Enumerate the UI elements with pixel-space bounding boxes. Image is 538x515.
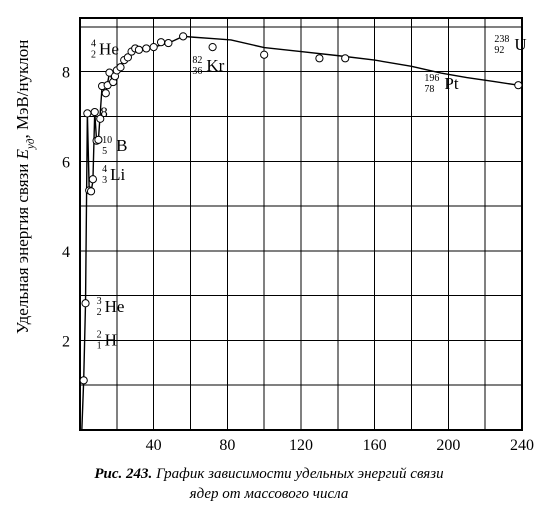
binding-energy-chart: 40801201602002402468Массовое числоУдельн… (0, 0, 538, 460)
svg-text:160: 160 (363, 437, 387, 454)
svg-text:43Li: 43Li (102, 164, 125, 186)
svg-text:Массовое число: Массовое число (303, 457, 420, 460)
svg-text:42He: 42He (91, 39, 119, 61)
figure-caption: Рис. 243. График зависимости удельных эн… (0, 464, 538, 505)
svg-text:40: 40 (146, 437, 162, 454)
svg-text:8: 8 (62, 65, 70, 82)
svg-text:80: 80 (219, 437, 235, 454)
svg-text:21H: 21H (97, 330, 117, 352)
caption-text-1: График зависимости удельных энергий связ… (152, 466, 443, 482)
svg-text:32He: 32He (97, 296, 125, 318)
svg-text:4: 4 (62, 244, 70, 261)
svg-text:8236Kr: 8236Kr (192, 55, 224, 77)
caption-lead: Рис. 243. (94, 466, 152, 482)
svg-text:8: 8 (100, 105, 108, 121)
svg-text:120: 120 (289, 437, 313, 454)
svg-text:2: 2 (62, 333, 70, 350)
svg-text:240: 240 (510, 437, 534, 454)
svg-text:200: 200 (436, 437, 460, 454)
caption-text-2: ядер от массового числа (190, 486, 349, 502)
svg-text:6: 6 (62, 154, 70, 171)
